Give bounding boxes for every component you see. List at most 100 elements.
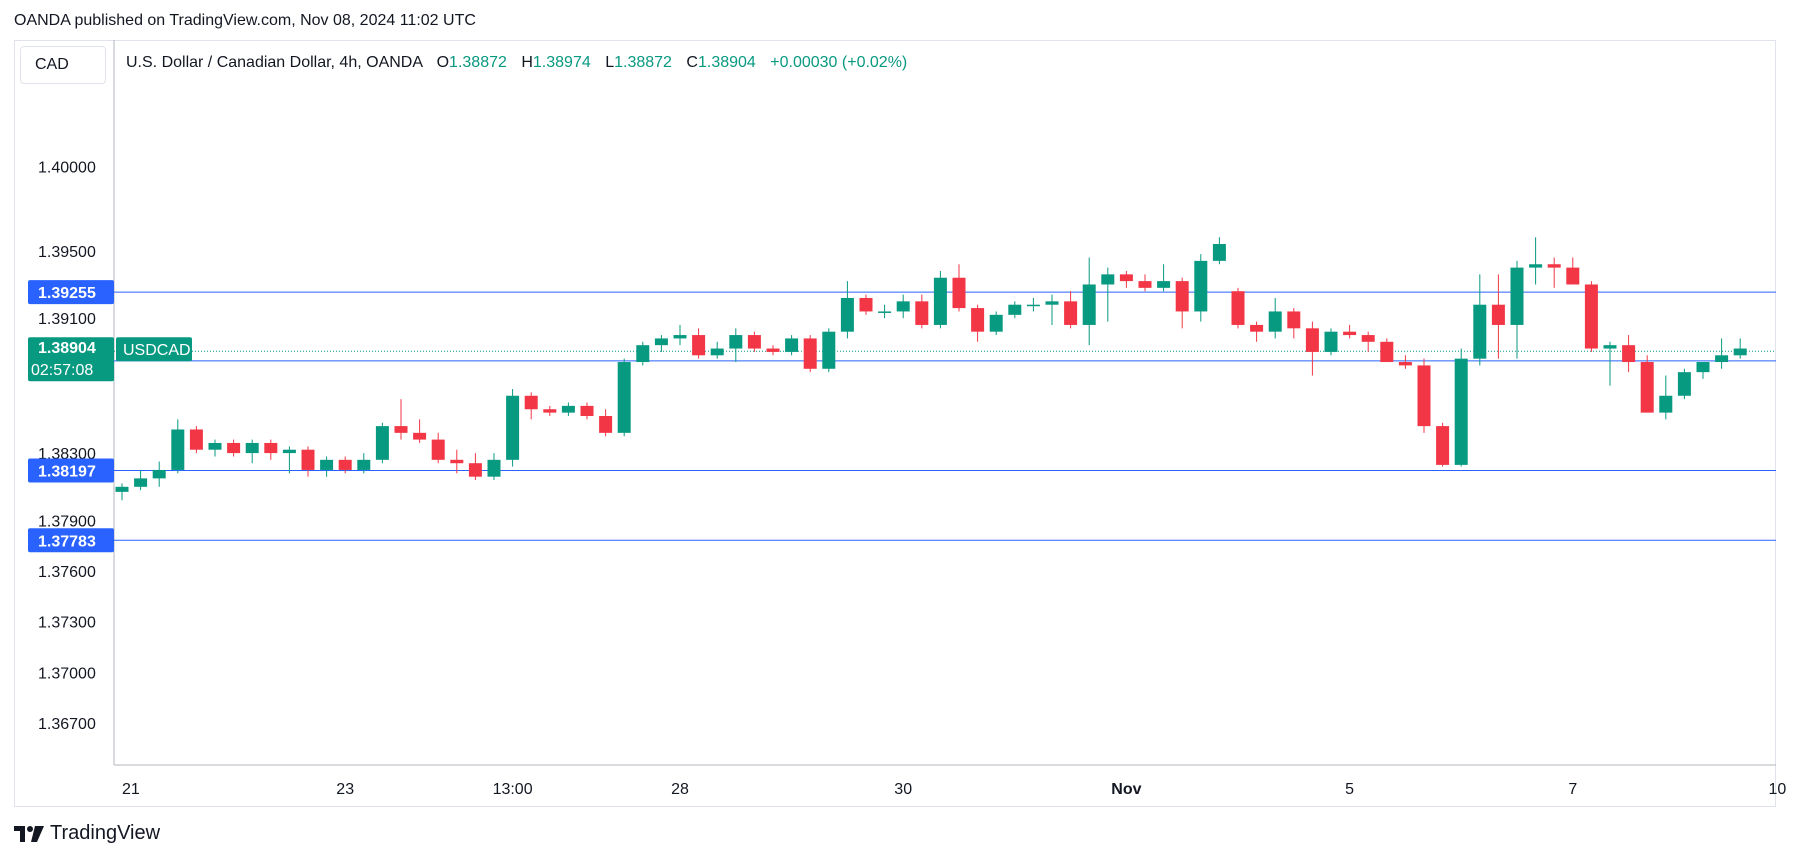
price-tick-label: 1.40000 <box>38 159 96 176</box>
bar-countdown-label: 02:57:08 <box>31 362 93 379</box>
candle-body <box>208 442 222 450</box>
candle <box>1064 291 1078 329</box>
candle <box>1417 358 1431 433</box>
candle <box>1008 301 1022 319</box>
price-tick-label: 1.37600 <box>38 564 96 581</box>
candle-body <box>468 463 482 477</box>
candle <box>896 294 910 319</box>
candle-body <box>915 301 929 325</box>
price-axis[interactable]: 1.400001.395001.391001.383001.379001.376… <box>38 159 96 732</box>
candle <box>1101 267 1115 322</box>
time-tick-label: 5 <box>1345 781 1354 798</box>
candle <box>617 358 631 437</box>
candle <box>431 432 445 464</box>
candle-body <box>1157 281 1171 288</box>
candle-body <box>1584 284 1598 349</box>
candle <box>1547 257 1561 288</box>
candle-body <box>617 362 631 433</box>
candle-body <box>1008 304 1022 315</box>
candle-body <box>1566 267 1580 285</box>
candle <box>171 419 185 474</box>
candle <box>1584 281 1598 352</box>
candle-body <box>524 395 538 410</box>
publisher-caption: OANDA published on TradingView.com, Nov … <box>14 12 476 29</box>
level-price-tag <box>28 528 114 553</box>
price-tick-label: 1.39100 <box>38 311 96 328</box>
candle <box>357 453 371 474</box>
candle <box>1324 328 1338 356</box>
candle-body <box>357 459 371 470</box>
candle <box>1380 338 1394 363</box>
candle-body <box>1343 331 1357 336</box>
horizontal-levels[interactable] <box>114 291 1776 541</box>
candle <box>1696 362 1710 379</box>
candle-body <box>1064 301 1078 325</box>
candle <box>840 281 854 339</box>
candle-body <box>822 331 836 369</box>
candle-body <box>264 442 278 454</box>
candle <box>134 469 148 491</box>
candle <box>1343 324 1357 339</box>
candle <box>1715 338 1729 369</box>
candle <box>1529 237 1543 285</box>
candle-body <box>245 442 259 454</box>
candle-body <box>1733 348 1747 356</box>
candle <box>1566 257 1580 285</box>
candle-body <box>1119 274 1133 282</box>
candle <box>1138 274 1152 292</box>
candle <box>320 456 334 477</box>
high-value: 1.38974 <box>532 54 591 71</box>
high-label: H <box>521 54 533 71</box>
time-axis[interactable]: 21 23 13:00 28 30 Nov 5 7 10 <box>122 781 1786 798</box>
candle <box>1677 368 1691 400</box>
last-price-tag <box>28 337 114 382</box>
time-tick-label: 28 <box>671 781 689 798</box>
chart-frame[interactable] <box>14 40 1776 807</box>
candle <box>115 483 129 501</box>
candle-body <box>134 478 148 487</box>
candle-body <box>1547 264 1561 268</box>
candle <box>1250 321 1264 342</box>
candle <box>1454 348 1468 467</box>
candle-body <box>1324 331 1338 352</box>
change-value: +0.00030 (+0.02%) <box>770 54 908 71</box>
candle <box>208 439 222 457</box>
candle <box>487 453 501 481</box>
ohlc-legend[interactable]: U.S. Dollar / Canadian Dollar, 4h, OANDA… <box>126 54 907 72</box>
candle <box>189 426 203 454</box>
candle-body <box>1529 264 1543 268</box>
candle-body <box>189 429 203 450</box>
candle <box>1194 254 1208 322</box>
time-tick-label: Nov <box>1111 781 1141 798</box>
candle <box>1436 422 1450 467</box>
candle-body <box>1696 362 1710 373</box>
candle <box>227 439 241 457</box>
candle <box>1231 287 1245 329</box>
candle-body <box>1603 345 1617 349</box>
candle <box>338 456 352 474</box>
candle-body <box>599 415 613 433</box>
candle <box>1622 335 1636 373</box>
candle-body <box>1268 311 1282 332</box>
time-tick-label: 23 <box>336 781 354 798</box>
time-tick-label: 13:00 <box>493 781 533 798</box>
candle-body <box>543 409 557 413</box>
candle-body <box>1175 281 1189 312</box>
candle <box>1733 338 1747 359</box>
candle <box>952 264 966 312</box>
tradingview-brand[interactable]: TradingView <box>14 822 160 845</box>
currency-selector[interactable]: CAD <box>20 46 106 84</box>
candle <box>1398 355 1412 369</box>
candle-body <box>1640 362 1654 413</box>
candle <box>580 402 594 420</box>
candle <box>989 311 1003 336</box>
candle <box>1361 331 1375 352</box>
candle <box>747 331 761 352</box>
candle-body <box>673 335 687 339</box>
candle-body <box>1361 335 1375 342</box>
candle-body <box>1473 304 1487 359</box>
candle-body <box>1417 365 1431 427</box>
candle-body <box>1138 281 1152 288</box>
candle-body <box>1212 244 1226 261</box>
